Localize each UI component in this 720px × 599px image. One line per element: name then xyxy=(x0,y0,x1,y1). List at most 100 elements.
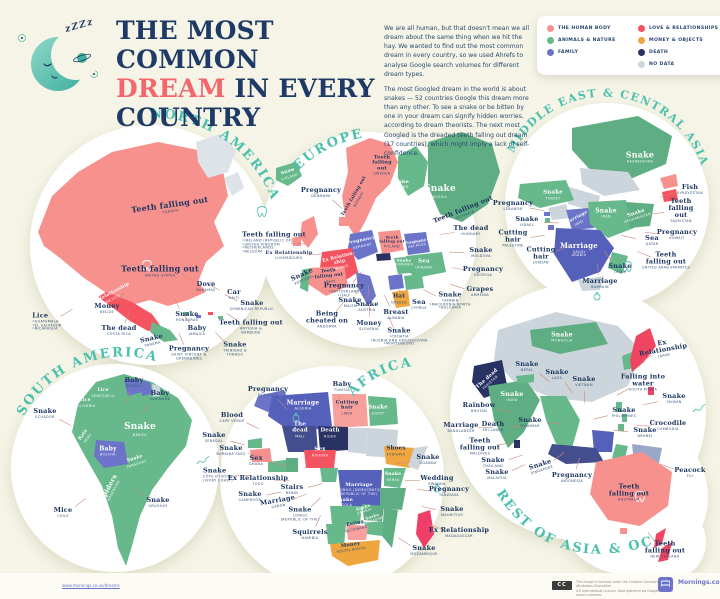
leader-line xyxy=(141,403,151,414)
dream-name: Baby xyxy=(187,324,207,333)
country-uk xyxy=(292,216,318,248)
dream-label-pregnancy: Pregnancy INDONESIA xyxy=(552,472,592,484)
dream-name: Snake xyxy=(364,511,380,521)
country-name: GHANA xyxy=(248,462,264,467)
footer-source-link[interactable]: www.mornings.co.uk/dreams xyxy=(62,583,120,588)
dream-label-snake: Snake ZIMBABWE xyxy=(361,511,385,527)
central-america xyxy=(150,322,178,342)
tooth-icon xyxy=(622,261,632,273)
country-name: PORTUGAL xyxy=(293,273,315,287)
dream-name: Snake xyxy=(146,496,170,505)
continent-south-america xyxy=(72,374,192,566)
dream-label-snake: Snake •CROATIA •BOSNIA AND HERZEGOVINA •M… xyxy=(370,327,428,346)
dream-label-teeth-falling-out: Teeth falling out POLAND xyxy=(379,235,405,248)
dream-name: Snake xyxy=(612,406,636,415)
country-name: CANADA xyxy=(162,207,180,215)
dream-label-cutting-hair: Cutting hair PALESTINE xyxy=(498,229,527,249)
creative-commons-text: This image is licensed under the Creativ… xyxy=(576,580,666,598)
leader-line xyxy=(229,440,245,446)
dream-label-marriage: Marriage BANGLADESH xyxy=(443,422,478,434)
dream-label-cutting-hair: Cutting hair JORDAN xyxy=(526,246,555,266)
dream-label-teeth-falling-out: Teeth falling out UNITED STATES xyxy=(121,264,199,277)
legend: THE HUMAN BODY ANIMALS & NATURE FAMILY LOVE… xyxy=(537,16,720,75)
country-greenland xyxy=(196,134,244,196)
dream-name: Stairs xyxy=(280,483,304,492)
dream-label-money: Money BELIZE xyxy=(94,303,119,315)
dream-name: Mice xyxy=(53,506,73,515)
dream-label-dove: Dove BAHAMAS xyxy=(196,281,215,293)
dream-label-snake: Snake SENEGAL xyxy=(202,432,225,444)
country-syria xyxy=(548,204,570,220)
dream-name: Teeth falling out xyxy=(340,175,368,218)
dream-label-snake: Snake TRINIDAD & TOBAGO xyxy=(223,341,247,356)
dream-label-cutting-hair: Cutting hair LIBYA xyxy=(336,400,359,415)
country-name: COSTA RICA xyxy=(107,332,131,337)
leader-line xyxy=(272,462,288,466)
country-name: NAMIBIA xyxy=(301,536,319,541)
leader-line xyxy=(318,268,333,274)
country-name: CAPE VERDE xyxy=(219,419,245,424)
country-name: INDONESIA xyxy=(560,479,584,484)
leader-line xyxy=(417,489,433,492)
country-name: PARAGUAY xyxy=(126,458,148,470)
dream-label-teeth-falling-out: Teeth falling out UNITED ARAB EMIRATES xyxy=(642,251,690,271)
dream-name: Pregnancy xyxy=(656,228,698,237)
dream-name: Snake xyxy=(355,502,371,512)
leader-line xyxy=(397,288,409,299)
country-name: ALBANIA xyxy=(387,316,405,321)
dream-name: Snake xyxy=(288,505,312,514)
dream-label-snake: Snake CONGO (REPUBLIC OF THE) xyxy=(281,506,320,521)
country-name: DENMARK xyxy=(311,194,331,199)
dream-label-hat: Hat GREECE xyxy=(391,294,407,306)
dream-label-the-dead: The dead PAKISTAN xyxy=(475,367,502,394)
country-kazakhstan xyxy=(572,116,672,180)
leader-line xyxy=(388,316,395,329)
dream-name: Sea xyxy=(418,258,430,265)
leader-line xyxy=(384,295,391,307)
dream-label-snake: Snake DOMINICAN REPUBLIC xyxy=(230,300,274,312)
brand-name[interactable]: Mornings.co.uk xyxy=(678,579,720,586)
country-name: BENIN xyxy=(285,491,299,496)
dream-name: Snake xyxy=(219,444,243,453)
leader-line xyxy=(639,355,652,364)
dream-name: Lice xyxy=(79,398,91,404)
leader-line xyxy=(308,483,323,488)
dream-name: Snake xyxy=(572,375,596,384)
dream-name: Sea xyxy=(412,298,426,307)
country-drc xyxy=(338,470,382,506)
country-name: ETHIOPIA xyxy=(386,452,406,457)
dream-label-sea: Sea CYPRUS xyxy=(411,299,427,311)
country-sri-lanka xyxy=(514,440,520,448)
dream-name: Snake xyxy=(481,456,505,465)
legend-label: ANIMALS & NATURE xyxy=(558,38,616,43)
country-name: BAHRAIN xyxy=(591,285,609,290)
country-canada-usa xyxy=(38,142,228,306)
dream-label-baby: Baby BOLIVIA xyxy=(99,445,117,457)
dream-name: Snake xyxy=(626,207,646,219)
dream-name: Snake xyxy=(203,466,227,475)
country-name: IRAN xyxy=(601,214,611,219)
country-name: TAIWAN xyxy=(666,400,682,405)
country-uzbekistan xyxy=(580,168,640,196)
leader-line xyxy=(449,251,465,253)
leader-line xyxy=(352,271,362,283)
country-name: BHUTAN xyxy=(470,409,488,414)
dream-label-snake: Snake BRAZIL xyxy=(124,422,156,437)
dream-label-snake: Snake UGANDA xyxy=(416,454,439,466)
dream-name: Death xyxy=(433,221,449,227)
country-ghana xyxy=(286,458,298,472)
dream-label-eating: Eating BOTSWANA xyxy=(344,520,368,534)
dream-name: Pregnancy xyxy=(403,236,430,246)
country-name: •GUATEMALA •EL SALVADOR •NICARAGUA xyxy=(32,319,62,331)
dream-label-the-dead: The dead HUNGARY xyxy=(454,225,489,237)
leader-line xyxy=(246,422,260,430)
country-name: ANDORRA xyxy=(317,324,337,329)
dream-label-snake: Snake INDIA xyxy=(500,391,523,403)
dream-label-teeth-falling-out: Teeth falling out ANTIGUA & BARBUDA xyxy=(219,319,283,334)
leader-line xyxy=(575,457,580,470)
dream-name: Baby xyxy=(99,445,117,453)
country-name: SLOVENIA xyxy=(359,327,379,332)
dream-label-snake: Snake ROMANIA xyxy=(395,258,414,268)
legend-label: MONEY & OBJECTS xyxy=(649,38,704,43)
legend-color-dot xyxy=(638,61,645,68)
